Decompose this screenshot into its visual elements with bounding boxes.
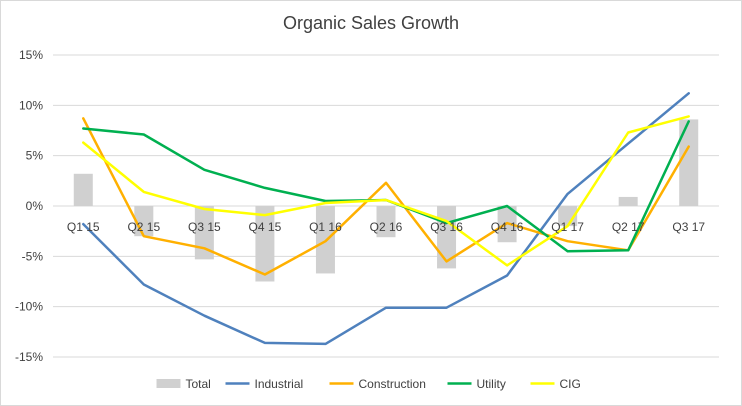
line-cig: [82, 115, 690, 267]
legend-swatch-total: [156, 379, 181, 388]
x-axis: Q1 15 Q2 15 Q3 15 Q4 15 Q1 16 Q2 16 Q3 16 Q4 16…: [67, 220, 705, 234]
bar-total: [376, 206, 396, 238]
y-tick-label: 5%: [26, 149, 44, 163]
line-series-group: [82, 92, 690, 346]
x-tick-label: Q1 17: [551, 220, 584, 234]
x-tick-label: Q1 16: [309, 220, 342, 234]
y-tick-label: -15%: [15, 350, 43, 364]
legend-label: Utility: [477, 377, 506, 391]
x-tick-label: Q1 15: [67, 220, 100, 234]
legend-label: Total: [186, 377, 211, 391]
y-tick-label: -5%: [22, 249, 44, 263]
bar-total: [558, 206, 578, 227]
y-axis: -15% -10% -5% 0% 5% 10% 15%: [15, 48, 43, 364]
bar-total: [679, 119, 699, 206]
line-construction: [82, 117, 690, 276]
y-tick-label: -10%: [15, 300, 43, 314]
legend-label: CIG: [560, 377, 581, 391]
x-tick-label: Q3 15: [188, 220, 221, 234]
line-industrial: [82, 92, 690, 346]
bar-total: [618, 196, 638, 206]
chart-title: Organic Sales Growth: [283, 13, 459, 33]
x-tick-label: Q3 16: [430, 220, 463, 234]
gridlines: [53, 54, 719, 358]
bar-total: [73, 173, 93, 206]
bar-total: [437, 206, 457, 269]
y-tick-label: 0%: [26, 199, 44, 213]
legend-label: Construction: [359, 377, 426, 391]
legend-label: Industrial: [255, 377, 304, 391]
x-tick-label: Q4 16: [491, 220, 524, 234]
bar-total: [255, 206, 275, 282]
bar-total: [194, 206, 214, 260]
x-tick-label: Q4 15: [249, 220, 282, 234]
legend: Total Industrial Construction Utility CIG: [156, 377, 581, 391]
x-tick-label: Q3 17: [672, 220, 705, 234]
x-tick-label: Q2 16: [370, 220, 403, 234]
y-tick-label: 15%: [19, 48, 43, 62]
x-tick-label: Q2 17: [612, 220, 645, 234]
x-tick-label: Q2 15: [127, 220, 160, 234]
y-tick-label: 10%: [19, 98, 43, 112]
